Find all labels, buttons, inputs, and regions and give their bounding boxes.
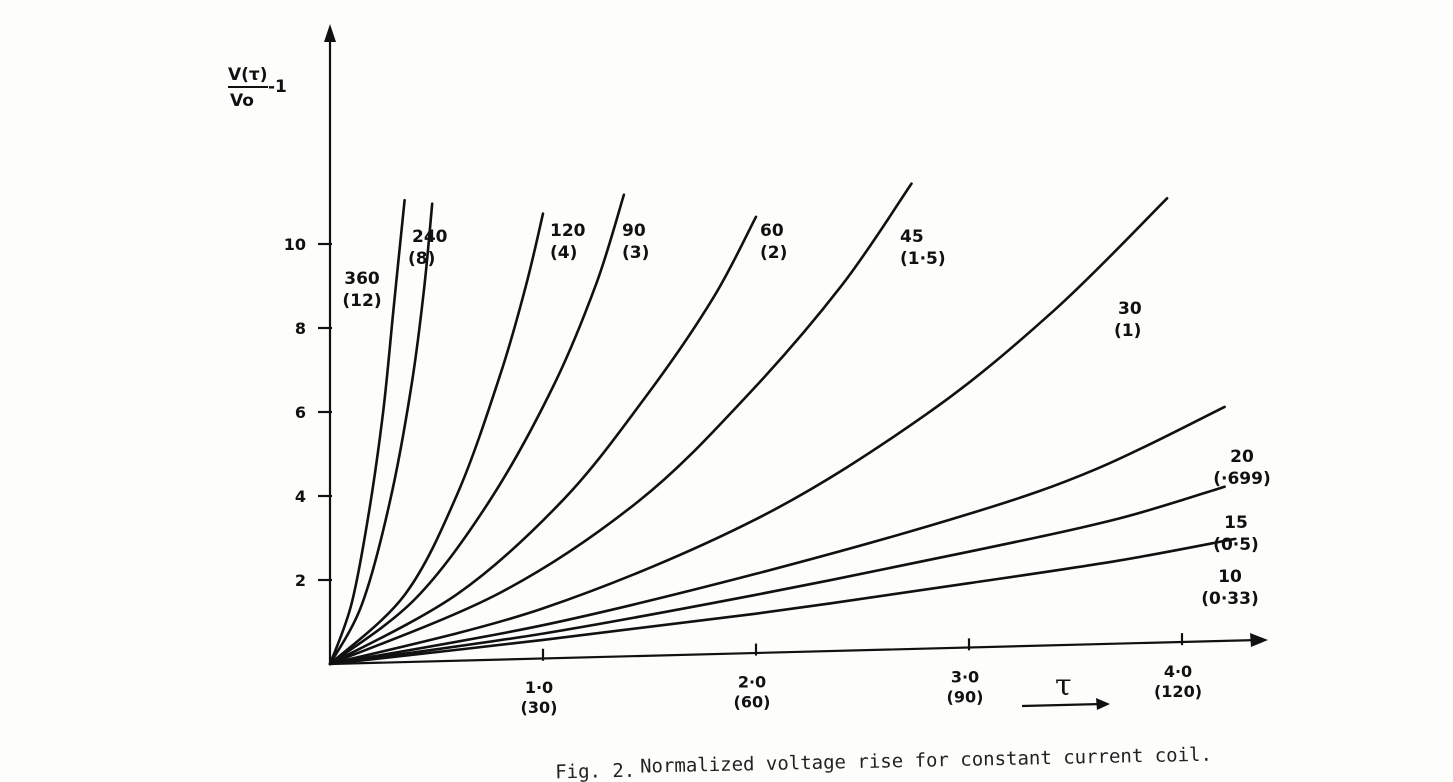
axes: [324, 24, 1268, 666]
curve-sublabel-10: (0·33): [1201, 589, 1258, 609]
curve-sublabel-20: (·699): [1213, 469, 1270, 489]
curve-15: [328, 485, 1226, 666]
curve-label-20: 20: [1230, 447, 1254, 467]
caption-figure-number: Fig. 2.: [555, 760, 636, 782]
curve-60: [328, 215, 758, 666]
curve-240: [328, 202, 434, 666]
curve-sublabel-30: (1): [1114, 321, 1141, 341]
y-label-denominator: Vo: [230, 91, 254, 111]
x-tick-label: 2·0: [738, 673, 766, 692]
curve-sublabel-240: (8): [408, 249, 435, 269]
y-label-numerator: V(τ): [228, 65, 268, 85]
curve-label-90: 90: [622, 221, 646, 241]
x-axis-label: τ: [1055, 668, 1072, 703]
curve-label-30: 30: [1118, 299, 1142, 319]
x-tick-sublabel: (30): [521, 698, 558, 717]
y-axis-arrowhead: [324, 24, 336, 42]
caption-text: Normalized voltage rise for constant cur…: [640, 744, 1212, 778]
curve-label-45: 45: [900, 227, 924, 247]
curve-sublabel-15: (0·5): [1213, 535, 1259, 555]
x-axis-arrowhead: [1250, 633, 1268, 647]
y-tick-label: 4: [295, 487, 306, 506]
curves: [328, 182, 1237, 666]
x-tick-sublabel: (60): [734, 693, 771, 712]
x-label-arrowhead: [1096, 698, 1110, 710]
y-ticks: 2 4 6 8 10: [284, 235, 332, 590]
x-ticks: 1·0(30) 2·0(60) 3·0(90) 4·0(120): [521, 633, 1202, 717]
curve-sublabel-360: (12): [342, 291, 381, 311]
x-tick-label: 1·0: [525, 678, 553, 697]
curve-20: [328, 405, 1226, 666]
y-tick-label: 8: [295, 319, 306, 338]
curve-360: [328, 198, 406, 666]
curve-sublabel-60: (2): [760, 243, 787, 263]
curve-90: [328, 193, 626, 666]
x-tick-label: 4·0: [1164, 662, 1192, 681]
curve-120: [328, 212, 545, 666]
curve-sublabel-45: (1·5): [900, 249, 946, 269]
x-tick-label: 3·0: [951, 667, 979, 686]
x-axis-line: [329, 638, 1259, 666]
curve-sublabel-120: (4): [550, 243, 577, 263]
y-tick-label: 6: [295, 403, 306, 422]
curve-label-120: 120: [550, 221, 586, 241]
caption: Fig. 2. Normalized voltage rise for cons…: [555, 744, 1212, 782]
y-label-suffix: -1: [268, 77, 287, 97]
x-tick-sublabel: (120): [1154, 682, 1202, 701]
x-axis-label-group: τ: [1021, 668, 1110, 710]
curve-label-15: 15: [1224, 513, 1248, 533]
curve-label-360: 360: [344, 269, 380, 289]
curve-30: [328, 197, 1169, 666]
curve-label-60: 60: [760, 221, 784, 241]
y-tick-label: 2: [295, 571, 306, 590]
curve-label-240: 240: [412, 227, 448, 247]
curve-sublabel-90: (3): [622, 243, 649, 263]
curve-label-10: 10: [1218, 567, 1242, 587]
curve-10: [328, 537, 1237, 666]
curve-45: [328, 182, 913, 666]
x-label-arrow-shaft: [1021, 702, 1103, 708]
x-tick-sublabel: (90): [947, 687, 984, 706]
y-tick-label: 10: [284, 235, 306, 254]
curve-labels: 360(12) 240(8) 120(4) 90(3) 60(2) 45(1·5) 30(1…: [342, 221, 1270, 609]
y-axis-label: V(τ) Vo -1: [228, 65, 287, 111]
